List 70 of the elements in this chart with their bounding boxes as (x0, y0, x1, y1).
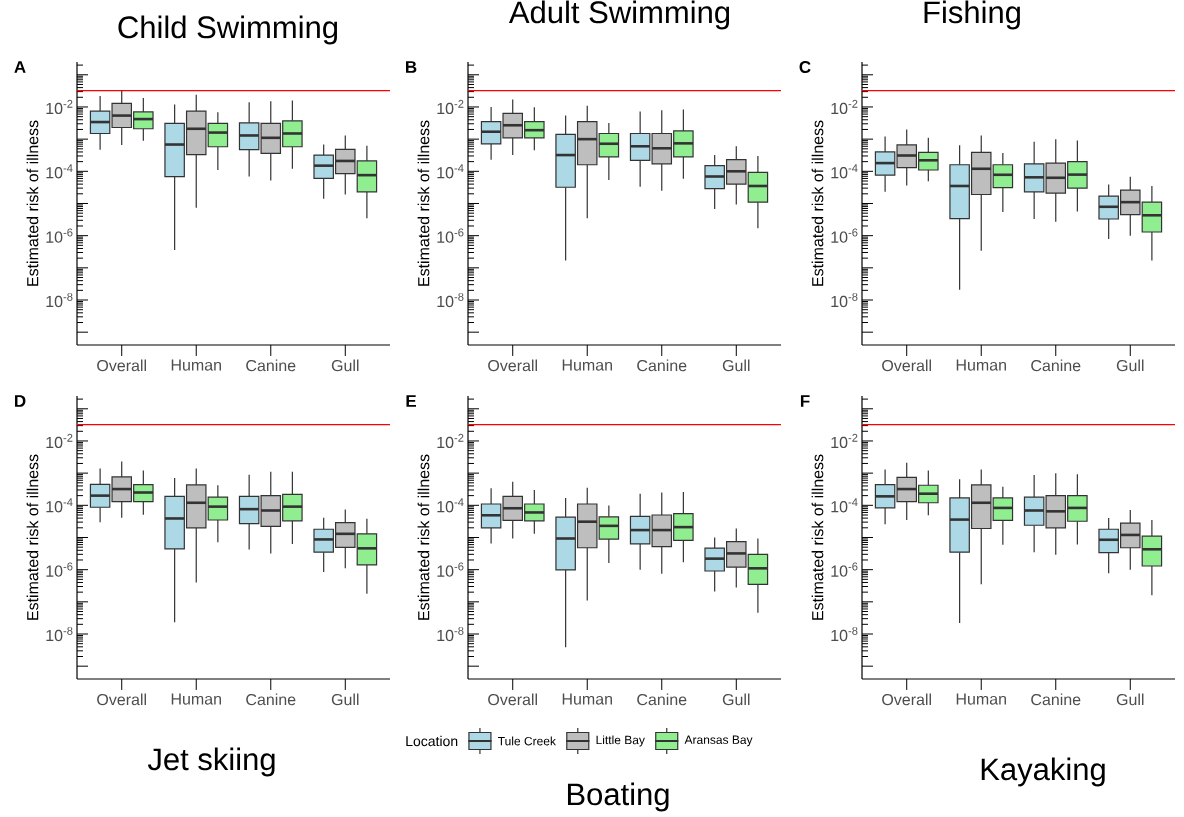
y-tick-label: 10$^{-4}$ (831, 498, 858, 513)
x-tick-label: Canine (637, 693, 687, 706)
x-tick-label: Gull (331, 693, 359, 706)
legend-label: Aransas Bay (684, 735, 753, 747)
x-tick-label: Human (956, 359, 1006, 371)
y-tick-label: 10$^{-6}$ (437, 562, 464, 577)
y-tick-label: 10$^{-8}$ (46, 626, 73, 642)
x-tick-label: Overall (488, 359, 537, 372)
x-tick-label: Overall (97, 693, 146, 706)
y-tick-label: 10$^{-4}$ (46, 164, 73, 179)
chart-title: Child Swimming (118, 15, 338, 45)
x-tick-label: Gull (1116, 359, 1144, 372)
text: D (15, 395, 26, 407)
chart-title: Fishing (924, 0, 1020, 30)
y-axis-title: Estimated risk of illness (417, 454, 430, 620)
x-tick-label: Human (562, 359, 612, 371)
x-tick-label: Overall (882, 359, 931, 372)
y-tick-label: 10$^{-4}$ (437, 164, 464, 179)
y-tick-label: 10$^{-8}$ (831, 292, 858, 308)
x-tick-label: Overall (488, 693, 537, 706)
y-axis-title: Estimated risk of illness (811, 454, 824, 620)
chart-title: Adult Swimming (508, 0, 730, 30)
text: Jet skiing (147, 747, 275, 777)
y-tick-label: 10$^{-8}$ (831, 626, 858, 642)
x-tick-label: Overall (882, 693, 931, 706)
y-tick-label: 10$^{-6}$ (831, 228, 858, 243)
text: Boating (567, 782, 669, 812)
x-tick-label: Human (956, 693, 1006, 705)
x-tick-label: Human (562, 693, 612, 705)
x-tick-label: Gull (331, 359, 359, 372)
y-axis-title: Estimated risk of illness (26, 454, 39, 620)
x-tick-label: Gull (722, 693, 750, 706)
x-tick-label: Canine (1031, 359, 1081, 372)
text: E (406, 395, 417, 407)
text: B (406, 61, 417, 73)
x-tick-label: Gull (722, 359, 750, 372)
text: C (799, 60, 811, 74)
y-tick-label: 10$^{-8}$ (46, 292, 73, 308)
y-tick-label: 10$^{-2}$ (831, 99, 858, 115)
y-tick-label: 10$^{-4}$ (831, 164, 858, 179)
text: A (14, 61, 26, 73)
y-tick-label: 10$^{-8}$ (437, 292, 464, 308)
y-axis-title: Estimated risk of illness (26, 120, 39, 286)
text: F (800, 395, 810, 407)
y-tick-label: 10$^{-4}$ (46, 498, 73, 513)
x-tick-label: Human (171, 693, 221, 705)
y-tick-label: 10$^{-2}$ (437, 99, 464, 115)
x-tick-label: Human (171, 359, 221, 371)
x-tick-label: Canine (246, 359, 296, 372)
x-tick-label: Overall (97, 359, 146, 372)
y-tick-label: 10$^{-2}$ (46, 99, 73, 115)
y-tick-label: 10$^{-6}$ (46, 228, 73, 243)
legend-title: Location (406, 735, 458, 747)
x-tick-label: Canine (1031, 693, 1081, 706)
legend-label: Little Bay (596, 735, 645, 747)
y-tick-label: 10$^{-8}$ (437, 626, 464, 642)
x-tick-label: Canine (637, 359, 687, 372)
x-tick-label: Canine (246, 693, 296, 706)
y-tick-label: 10$^{-4}$ (437, 498, 464, 513)
y-tick-label: 10$^{-2}$ (46, 433, 73, 449)
y-axis-title: Estimated risk of illness (811, 120, 824, 286)
x-tick-label: Gull (1116, 693, 1144, 706)
y-tick-label: 10$^{-2}$ (437, 433, 464, 449)
text: Kayaking (981, 757, 1105, 787)
y-axis-title: Estimated risk of illness (417, 120, 430, 286)
y-tick-label: 10$^{-6}$ (437, 228, 464, 243)
y-tick-label: 10$^{-6}$ (831, 562, 858, 577)
legend-label: Tule Creek (498, 736, 556, 746)
y-tick-label: 10$^{-6}$ (46, 562, 73, 577)
y-tick-label: 10$^{-2}$ (831, 433, 858, 449)
